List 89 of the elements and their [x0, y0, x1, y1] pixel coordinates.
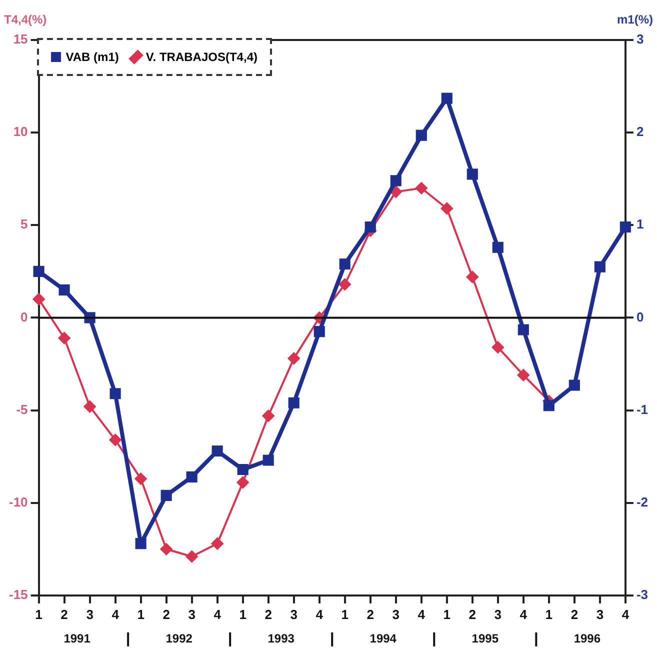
y-tick-label: -5: [16, 402, 28, 417]
x-tick-label: 2: [366, 606, 374, 622]
point: [186, 471, 198, 482]
point: [364, 221, 376, 233]
point: [288, 352, 300, 364]
point: [543, 400, 554, 412]
point: [568, 380, 580, 391]
point: [594, 261, 606, 272]
point: [32, 293, 45, 306]
x-tick-label: 2: [468, 606, 476, 622]
point: [492, 341, 504, 354]
point: [288, 397, 300, 408]
text: 1992: [166, 632, 193, 646]
point: [237, 464, 248, 476]
y-tick-label: 5: [20, 216, 28, 232]
x-tick-label: 2: [570, 606, 578, 622]
text: 1994: [370, 632, 397, 646]
y2-tick-label: 2: [636, 124, 644, 140]
x-tick-label: 3: [494, 606, 502, 622]
y-tick-label: 15: [13, 32, 28, 47]
text: 1991: [64, 632, 91, 646]
y2-tick-label: -3: [636, 586, 648, 602]
y-axis-title: T4,4(%): [4, 12, 47, 26]
point: [160, 543, 172, 556]
point: [33, 266, 44, 277]
point: [186, 550, 198, 563]
x-tick-label: 4: [316, 606, 324, 622]
x-tick-label: 4: [418, 606, 426, 622]
point: [390, 186, 402, 198]
point: [160, 490, 172, 501]
x-tick-label: 1: [545, 606, 553, 622]
y2-axis-title: m1(%): [616, 12, 653, 26]
y2-tick-label: 1: [636, 216, 644, 232]
x-tick-label: 3: [290, 606, 298, 622]
point: [134, 472, 147, 485]
y-tick-label: -15: [8, 586, 28, 602]
point: [262, 410, 274, 422]
x-tick-label: 1: [35, 606, 42, 622]
point: [338, 278, 351, 290]
y2-tick-label: 0: [636, 309, 644, 324]
point: [441, 92, 452, 104]
x-tick-label: 2: [264, 606, 272, 622]
y2-tick-label: -1: [636, 402, 648, 417]
point: [135, 538, 146, 550]
x-tick-label: 4: [622, 606, 630, 622]
point: [390, 175, 402, 186]
point: [262, 454, 274, 466]
x-tick-label: 3: [188, 606, 196, 622]
point: [314, 326, 325, 338]
point: [492, 242, 504, 253]
legend-label: V. TRABAJOS(T4,4): [146, 50, 258, 64]
text: 1996: [574, 632, 601, 646]
x-tick-label: 4: [112, 606, 120, 622]
x-tick-label: 4: [214, 606, 222, 622]
x-tick-label: 3: [596, 606, 604, 622]
point: [110, 388, 121, 400]
x-tick-label: 3: [392, 606, 400, 622]
legend-label: VAB (m1): [66, 50, 119, 64]
x-tick-label: 1: [443, 606, 451, 622]
point: [212, 445, 223, 457]
text: 1995: [472, 632, 499, 646]
point: [339, 258, 350, 270]
y2-tick-label: -2: [636, 494, 648, 510]
x-tick-label: 2: [60, 606, 68, 622]
point: [620, 221, 631, 233]
x-tick-label: 3: [86, 606, 94, 622]
y-tick-label: 0: [20, 309, 28, 324]
point: [211, 538, 224, 550]
point: [415, 182, 428, 194]
point: [236, 476, 249, 488]
y-tick-label: -10: [8, 494, 28, 510]
point: [84, 400, 96, 413]
point: [466, 270, 478, 283]
point: [58, 332, 70, 344]
x-tick-label: 4: [520, 606, 528, 622]
text: 1993: [268, 632, 295, 646]
point: [466, 168, 478, 180]
x-tick-label: 1: [341, 606, 348, 622]
point: [109, 434, 122, 446]
point: [58, 284, 70, 296]
x-tick-label: 2: [162, 606, 170, 622]
point: [518, 324, 529, 336]
y2-tick-label: 3: [636, 32, 644, 47]
point: [440, 202, 453, 214]
point: [517, 369, 530, 382]
x-tick-label: 1: [137, 606, 144, 622]
x-tick-label: 1: [239, 606, 246, 622]
y-tick-label: 10: [13, 124, 28, 140]
point: [416, 130, 427, 141]
